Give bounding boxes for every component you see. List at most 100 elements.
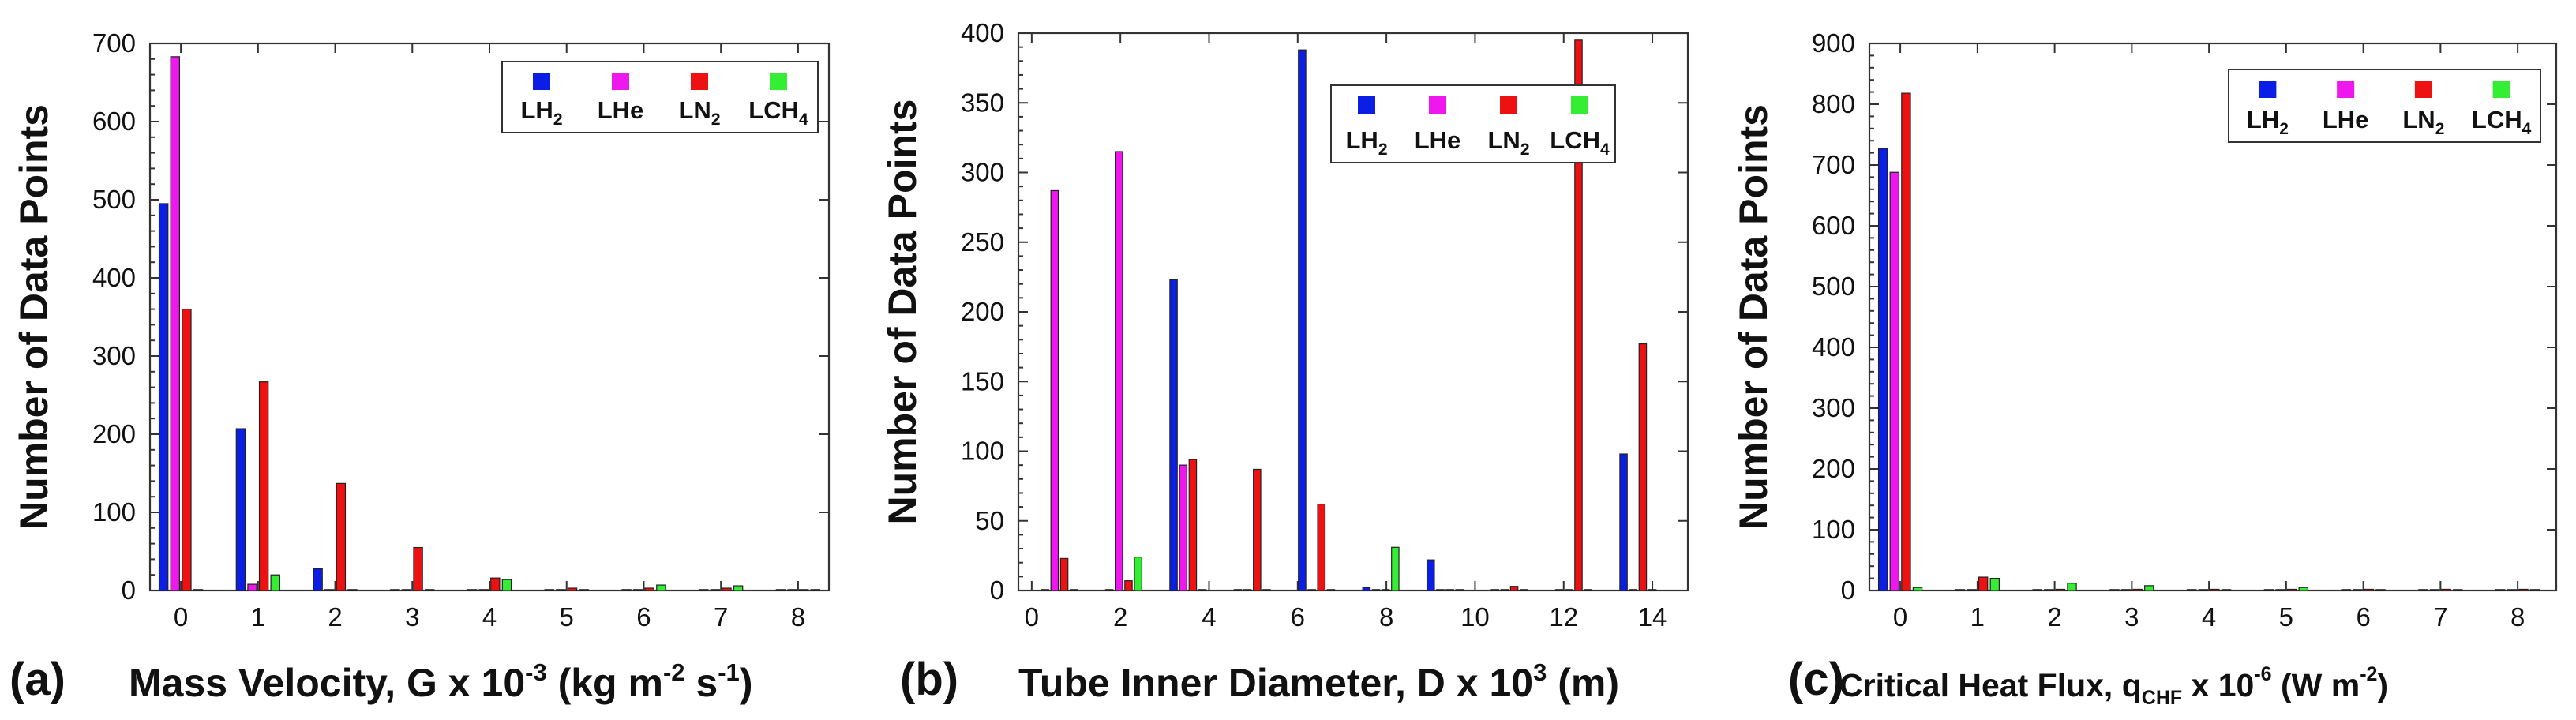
- bar-ln2-bin-4: [1317, 503, 1326, 591]
- bar-ln2-bin-4: [490, 577, 501, 591]
- bar-lhe-bin-4: [2198, 589, 2209, 591]
- bar-lch4-bin-5: [2298, 587, 2309, 591]
- bar-lhe-bin-7: [1500, 589, 1509, 591]
- x-tick-label: 4: [482, 602, 497, 632]
- bar-ln2-bin-6: [2364, 588, 2375, 591]
- bar-lhe-bin-4: [478, 589, 489, 591]
- bar-ln2-bin-3: [413, 546, 423, 591]
- y-tick-label: 150: [961, 366, 1004, 396]
- y-tick-label: 700: [92, 28, 136, 58]
- legend-label-lhe: LHe: [598, 96, 644, 124]
- chart-panel-1: 0 100 200 300 400 500 600 700 0 1 2 3 4 5 6 7 8 Number of…: [9, 28, 831, 705]
- bar-ln2-bin-2: [1188, 459, 1198, 591]
- bar-ln2-bin-7: [2441, 588, 2451, 591]
- legend: LH2 LHe LN2 LCH4: [2228, 69, 2541, 143]
- bar-lch4-bin-3: [1262, 589, 1271, 591]
- bar-lhe-bin-2: [2044, 589, 2054, 591]
- legend-swatch-ln2: [691, 73, 708, 90]
- x-tick-label: 2: [328, 602, 342, 632]
- bar-lh2-bin-8: [2495, 589, 2506, 591]
- y-axis-label: Number of Data Points: [12, 104, 56, 530]
- bar-lh2-bin-0: [158, 203, 169, 591]
- bar-ln2-bin-3: [2132, 588, 2143, 591]
- bar-lch4-bin-2: [347, 589, 358, 591]
- bar-ln2-bin-3: [1253, 468, 1262, 591]
- bar-lch4-bin-1: [1989, 577, 2000, 591]
- y-tick-label: 0: [990, 576, 1004, 605]
- y-tick-label: 200: [92, 419, 136, 448]
- y-tick-label: 500: [1812, 272, 1855, 301]
- legend-swatch-lhe: [612, 73, 629, 90]
- bar-lch4-bin-2: [2067, 583, 2077, 591]
- bar-ln2-bin-7: [722, 587, 732, 591]
- x-tick-label: 0: [1893, 602, 1907, 632]
- y-tick-label: 200: [961, 297, 1004, 326]
- bar-ln2-bin-1: [258, 381, 269, 591]
- bar-ln2-bin-9: [1638, 343, 1648, 591]
- bar-lh2-bin-2: [2032, 589, 2042, 591]
- legend: LH2 LHe LN2 LCH4: [501, 61, 819, 133]
- x-tick-label: 0: [1025, 602, 1039, 632]
- legend-label-lh2: LH2: [2247, 106, 2289, 138]
- bar-ln2-bin-4: [2210, 588, 2220, 591]
- bar-ln2-bin-0: [182, 309, 192, 591]
- y-tick-label: 200: [1812, 454, 1855, 483]
- bar-lh2-bin-1: [1104, 589, 1114, 591]
- bar-lh2-bin-5: [544, 589, 555, 591]
- y-tick-label: 500: [92, 185, 136, 214]
- bar-ln2-bin-1: [1124, 580, 1133, 591]
- legend-swatch-lh2: [1358, 96, 1375, 114]
- y-tick-label: 300: [92, 341, 136, 370]
- panel-label: (c): [1788, 654, 1844, 705]
- bar-lhe-bin-0: [1050, 189, 1059, 591]
- x-tick-label: 4: [1202, 602, 1216, 632]
- x-tick-label: 5: [2279, 602, 2293, 632]
- bar-ln2-bin-5: [2286, 588, 2297, 591]
- bar-lhe-bin-3: [2120, 589, 2132, 591]
- x-tick-label: 5: [560, 602, 574, 632]
- bar-lhe-bin-9: [1629, 589, 1638, 591]
- bar-lh2-bin-2: [1169, 279, 1178, 591]
- bar-ln2-bin-5: [567, 587, 578, 591]
- chart-panel-3: 0 100 200 300 400 500 600 700 800 900 0 1 2 3 4 5 6 7 8 Num…: [1731, 28, 2558, 709]
- bar-lch4-bin-7: [2453, 589, 2463, 591]
- x-tick-label: 8: [1379, 602, 1393, 632]
- y-tick-label: 100: [1812, 515, 1855, 544]
- bar-lh2-bin-6: [1426, 559, 1435, 591]
- y-tick-label: 250: [961, 227, 1004, 257]
- bar-lhe-bin-5: [556, 589, 566, 591]
- bar-lch4-bin-2: [1198, 589, 1207, 591]
- bar-ln2-bin-5: [1381, 589, 1390, 591]
- bar-lhe-bin-5: [2275, 589, 2285, 591]
- legend-label-lhe: LHe: [1415, 126, 1461, 154]
- bar-lch4-bin-8: [810, 589, 821, 591]
- y-tick-label: 350: [961, 88, 1004, 117]
- bar-lhe-bin-0: [170, 56, 181, 591]
- legend-swatch-lh2: [533, 73, 550, 90]
- bar-lh2-bin-5: [1362, 587, 1371, 591]
- legend-swatch-lch4: [770, 73, 787, 90]
- bar-lch4-bin-9: [1648, 589, 1657, 591]
- bar-ln2-bin-1: [1978, 576, 1989, 591]
- x-axis-label: Mass Velocity, G x 10-3 (kg m-2 s-1): [129, 658, 752, 705]
- y-tick-label: 800: [1812, 89, 1855, 118]
- bar-lhe-bin-7: [710, 589, 721, 591]
- x-tick-label: 6: [2356, 602, 2370, 632]
- x-tick-label: 1: [251, 602, 265, 632]
- legend-label-ln2: LN2: [2402, 106, 2444, 138]
- bar-lhe-bin-1: [1115, 151, 1123, 591]
- bar-lh2-bin-8: [1554, 589, 1564, 591]
- panel-label: (a): [9, 654, 66, 705]
- x-tick-label: 12: [1549, 602, 1578, 632]
- x-tick-label: 2: [1113, 602, 1127, 632]
- bar-lch4-bin-6: [2375, 589, 2386, 591]
- legend-swatch-ln2: [2414, 81, 2432, 98]
- bar-lhe-bin-6: [1436, 589, 1445, 591]
- bar-lch4-bin-0: [1069, 589, 1078, 591]
- bar-ln2-bin-8: [798, 589, 809, 591]
- legend-label-lh2: LH2: [1345, 126, 1387, 159]
- legend-box: [501, 61, 819, 133]
- y-tick-label: 400: [1812, 332, 1855, 362]
- legend-swatch-lhe: [1429, 96, 1446, 114]
